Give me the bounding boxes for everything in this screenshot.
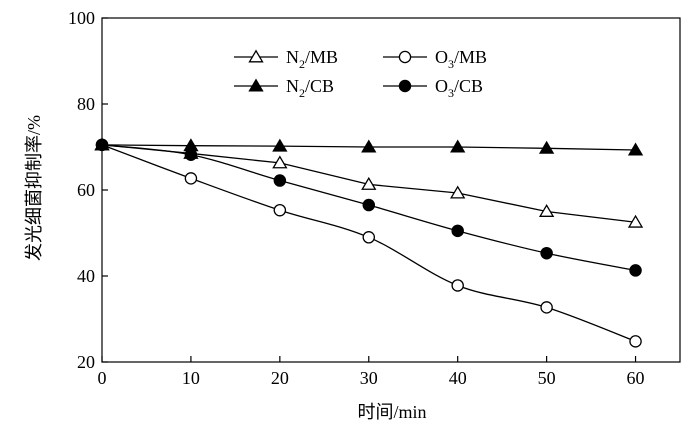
data-point-o3cb (184, 148, 198, 161)
data-point-n2mb (538, 204, 555, 217)
legend-label-rest: /CB (305, 76, 334, 96)
data-point-n2cb (538, 140, 555, 154)
x-tick-label: 30 (360, 368, 378, 388)
series-o3mb (95, 138, 642, 348)
data-point-n2cb (450, 139, 466, 153)
series-layer (94, 137, 644, 348)
legend-label-base: O (435, 76, 448, 96)
legend-label-rest: /MB (454, 47, 487, 67)
data-point-o3mb (362, 231, 376, 244)
axes: 0 10 20 30 40 50 60 20 40 60 80 100 (68, 8, 681, 388)
data-point-o3mb (629, 335, 642, 348)
x-tick-label: 0 (98, 368, 107, 388)
plot-frame (101, 17, 681, 363)
data-point-o3cb (540, 246, 553, 260)
data-point-o3cb (362, 198, 376, 212)
legend-marker (398, 50, 412, 64)
legend-item-n2cb: N2/CB (234, 76, 334, 100)
data-point-o3cb (95, 138, 109, 152)
legend-marker (398, 79, 412, 93)
data-point-n2mb (272, 155, 288, 169)
legend-label: N2/CB (286, 76, 334, 100)
data-point-o3cb (451, 224, 464, 238)
data-point-o3mb (184, 172, 198, 185)
x-tick-label: 60 (627, 368, 645, 388)
data-point-n2mb (450, 185, 466, 199)
y-tick-label: 40 (77, 266, 95, 286)
data-point-n2cb (272, 138, 288, 152)
x-tick-label: 10 (182, 368, 200, 388)
legend-label-subscript: 3 (448, 86, 454, 100)
legend-label-rest: /CB (454, 76, 483, 96)
data-point-o3mb (273, 203, 287, 217)
legend-label-base: N (286, 47, 299, 67)
legend-label: O3/MB (435, 47, 487, 71)
y-tick-label: 60 (77, 180, 95, 200)
y-tick-label: 20 (77, 352, 95, 372)
data-point-n2cb (627, 142, 644, 156)
legend-label-base: O (435, 47, 448, 67)
legend-label-subscript: 3 (448, 57, 454, 71)
legend-item-o3mb: O3/MB (383, 47, 487, 71)
legend-marker (248, 78, 264, 92)
legend-marker (248, 49, 264, 63)
data-point-n2mb (361, 176, 377, 190)
legend-item-o3cb: O3/CB (383, 76, 483, 100)
legend-label-rest: /MB (305, 47, 338, 67)
data-point-n2cb (361, 139, 377, 153)
data-point-o3mb (451, 279, 464, 292)
legend-label: N2/MB (286, 47, 338, 71)
y-axis-label: 发光细菌抑制率/% (24, 115, 44, 261)
legend-item-n2mb: N2/MB (234, 47, 338, 71)
data-point-o3cb (273, 174, 287, 187)
legend-label-base: N (286, 76, 299, 96)
data-point-o3mb (540, 301, 553, 314)
y-tick-label: 100 (68, 8, 95, 28)
x-axis-label: 时间/min (357, 402, 426, 422)
y-tick-label: 80 (77, 94, 95, 114)
x-tick-label: 40 (449, 368, 467, 388)
legend-label-subscript: 2 (299, 57, 305, 71)
legend-label: O3/CB (435, 76, 483, 100)
series-o3cb (95, 138, 642, 277)
x-tick-label: 50 (538, 368, 556, 388)
x-tick-label: 20 (271, 368, 289, 388)
legend-label-subscript: 2 (299, 86, 305, 100)
data-point-o3cb (629, 264, 642, 277)
data-point-n2mb (627, 214, 644, 228)
